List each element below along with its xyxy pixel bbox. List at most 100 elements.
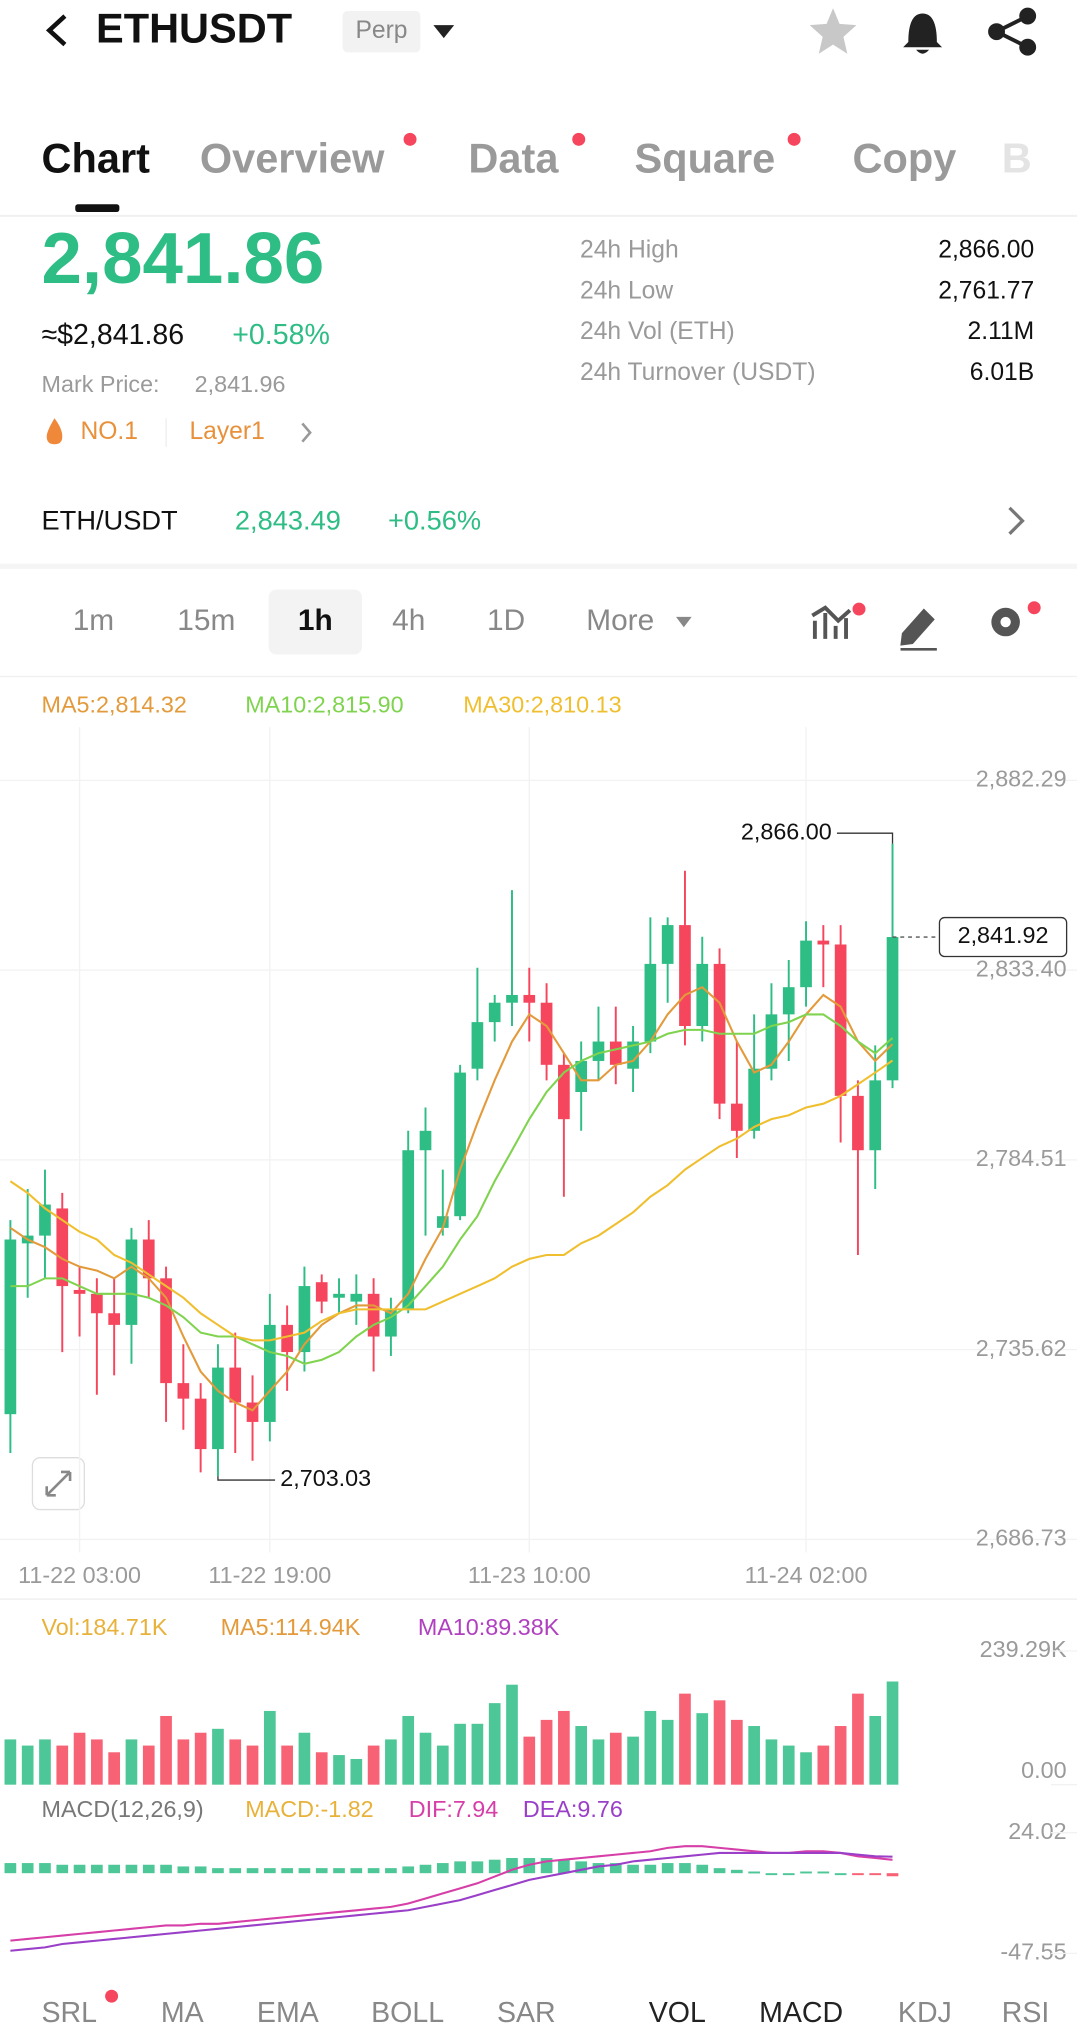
indicator-icon[interactable] (811, 605, 852, 639)
candle-body (91, 1293, 103, 1314)
macd-bar (731, 1869, 743, 1874)
volume-bar (454, 1723, 466, 1785)
volume-bar (886, 1681, 899, 1785)
favorite[interactable] (809, 8, 857, 54)
badge-dot (105, 1989, 119, 2003)
volume-bar (419, 1732, 432, 1785)
indicator[interactable]: BOLL (371, 1997, 444, 2029)
interval[interactable]: 15m (177, 604, 235, 637)
macd-bar (298, 1868, 311, 1874)
interval[interactable]: More (586, 604, 654, 637)
macd-bar (852, 1873, 864, 1876)
macd-bar (263, 1868, 276, 1874)
candle-body (263, 1324, 276, 1422)
pair-price: 2,843.49 (235, 504, 341, 535)
stat-label: 24h Turnover (USDT) (580, 359, 816, 386)
share[interactable] (988, 7, 1037, 56)
macd-bar (212, 1868, 224, 1874)
candle-body (869, 1080, 882, 1151)
candle-body (367, 1293, 380, 1337)
tab[interactable]: Overview (200, 134, 385, 181)
macd-bar (627, 1864, 639, 1874)
interval[interactable]: 1m (73, 604, 114, 637)
rank[interactable]: NO.1 (80, 418, 138, 445)
candle-body (39, 1204, 51, 1236)
candle-body (315, 1282, 328, 1302)
volume-bar (73, 1732, 86, 1785)
macd-bar (281, 1868, 293, 1874)
macd-bar (350, 1868, 363, 1874)
candle-body (817, 940, 830, 945)
indicator[interactable]: VOL (649, 1997, 706, 2029)
x-tick-label: 11-22 19:00 (208, 1562, 331, 1588)
interval[interactable]: 1D (487, 604, 525, 637)
indicator[interactable]: RSI (1002, 1997, 1050, 2029)
expand-icon (45, 1470, 72, 1497)
macd-bar (125, 1864, 138, 1874)
candle-body (385, 1309, 397, 1337)
indicator[interactable]: EMA (257, 1997, 319, 2029)
chevron[interactable] (1008, 506, 1025, 535)
candle-body (488, 1002, 501, 1023)
volume-bar (402, 1715, 415, 1785)
y-tick-label: 0.00 (1021, 1757, 1066, 1783)
tab[interactable]: Data (468, 134, 559, 181)
last-price-box (938, 916, 1068, 958)
alert[interactable] (903, 13, 943, 54)
back-button[interactable] (45, 14, 67, 47)
macd-bar (800, 1871, 812, 1874)
indicator[interactable]: SRL (42, 1997, 98, 2029)
legend-entry: MA5:2,814.32 (42, 692, 187, 718)
volume-bar (713, 1700, 726, 1785)
tab[interactable]: Copy (853, 134, 957, 181)
pair-name[interactable]: ETH/USDT (42, 504, 179, 535)
macd-bar (782, 1873, 795, 1876)
macd-bar (419, 1864, 432, 1874)
draw-icon[interactable] (900, 608, 937, 651)
settings-icon[interactable] (991, 607, 1020, 637)
dropdown[interactable] (676, 616, 692, 628)
indicator[interactable]: SAR (497, 1997, 556, 2029)
tab[interactable]: B (1002, 134, 1032, 181)
annotation: 2,703.03 (280, 1465, 371, 1491)
interval[interactable]: 4h (392, 604, 425, 637)
macd-bar (765, 1873, 778, 1876)
volume-bar (246, 1745, 259, 1785)
volume-bar (298, 1732, 311, 1785)
volume-bar (471, 1723, 484, 1785)
indicator[interactable]: MACD (759, 1997, 843, 2029)
macd-bar (108, 1864, 121, 1874)
candle-body (471, 1022, 484, 1069)
stat-value: 2,866.00 (938, 236, 1034, 263)
divider (0, 563, 1077, 569)
legend-entry: MACD(12,26,9) (42, 1796, 204, 1822)
y-tick-label: -47.55 (1000, 1939, 1066, 1965)
sector[interactable]: Layer1 (189, 418, 264, 445)
volume-bar (852, 1693, 864, 1785)
annotation: 2,866.00 (741, 818, 832, 844)
tab[interactable]: Chart (42, 134, 151, 181)
tab[interactable]: Square (635, 134, 776, 181)
flame-icon (46, 418, 63, 445)
indicator[interactable]: KDJ (898, 1997, 952, 2029)
macd-bar (817, 1871, 830, 1874)
volume-bar (627, 1736, 639, 1785)
stat-label: 24h Low (580, 277, 673, 304)
macd-bar (367, 1868, 380, 1874)
legend-entry: MA5:114.94K (221, 1614, 361, 1640)
badge[interactable]: Perp (355, 17, 407, 44)
volume-bar (212, 1728, 224, 1785)
stat-value: 2.11M (968, 318, 1035, 345)
macd-bar (91, 1864, 103, 1874)
interval[interactable]: 1h (298, 604, 333, 637)
y-tick-label: 2,686.73 (976, 1525, 1067, 1551)
volume-bar (731, 1719, 743, 1785)
volume-bar (4, 1739, 17, 1785)
macd-bar (194, 1866, 207, 1874)
y-tick-label: 239.29K (980, 1636, 1067, 1662)
candle-body (194, 1398, 207, 1450)
legend-entry: DIF:7.94 (409, 1796, 499, 1822)
dropdown[interactable] (433, 25, 455, 39)
volume-bar (56, 1745, 69, 1785)
indicator[interactable]: MA (161, 1997, 204, 2029)
